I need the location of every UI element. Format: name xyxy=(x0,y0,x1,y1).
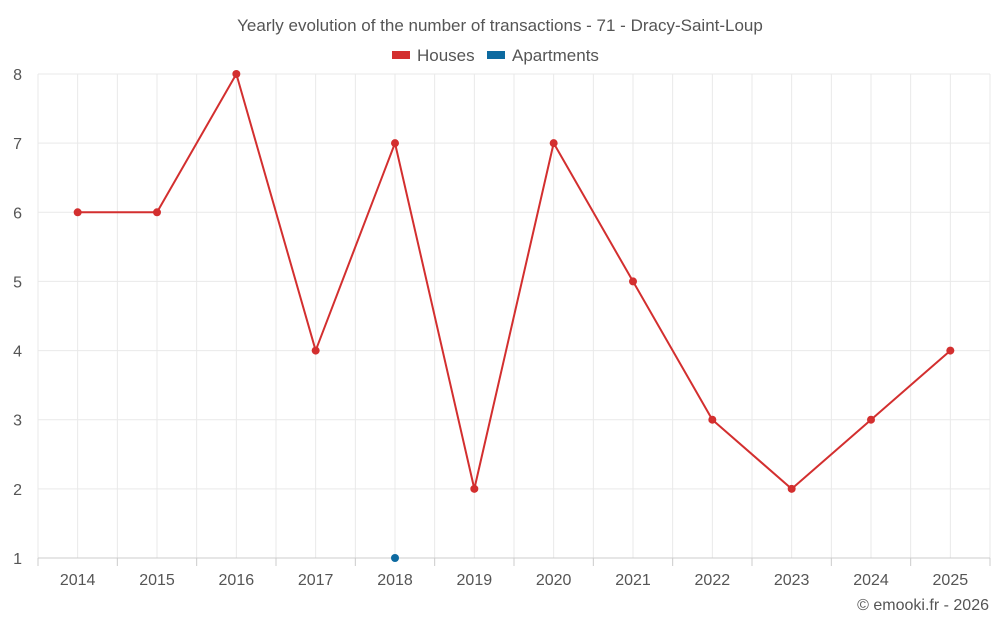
data-point-houses[interactable]: 2015: 6 xyxy=(153,208,161,217)
credit-text: © emooki.fr - 2026 xyxy=(857,597,989,614)
x-tick-label: 2016 xyxy=(219,572,255,589)
data-point-houses[interactable]: 2016: 8 xyxy=(232,70,241,78)
legend-label-houses: Houses xyxy=(417,46,475,65)
data-point-houses[interactable]: 2014: 6 xyxy=(73,208,82,217)
data-point-houses[interactable]: 2021: 5 xyxy=(629,277,637,286)
x-tick-label: 2022 xyxy=(695,572,731,589)
x-tick-label: 2015 xyxy=(139,572,175,589)
data-point-houses[interactable]: 2022: 3 xyxy=(708,415,717,424)
legend: Houses Apartments xyxy=(392,46,599,65)
x-tick-label: 2025 xyxy=(933,572,969,589)
data-point-houses[interactable]: 2020: 7 xyxy=(549,139,558,148)
x-tick-label: 2021 xyxy=(615,572,651,589)
legend-item-apartments[interactable]: Apartments xyxy=(487,46,599,65)
axes: 1 2 3 4 5 6 7 8 2014 2015 2016 2017 2018 2019 2020 2021… xyxy=(13,67,991,589)
data-point-houses[interactable]: 2017: 4 xyxy=(311,346,320,355)
x-tick-label: 2018 xyxy=(377,572,413,589)
data-point-apartments[interactable]: 2018: 1 xyxy=(391,554,399,562)
chart-title: Yearly evolution of the number of transa… xyxy=(237,16,763,35)
y-tick-label: 8 xyxy=(13,67,22,84)
legend-swatch-apartments xyxy=(487,51,505,59)
x-tick-label: 2020 xyxy=(536,572,572,589)
y-tick-label: 5 xyxy=(13,274,22,291)
data-point-houses[interactable]: 2018: 7 xyxy=(391,139,399,148)
x-tick-label: 2023 xyxy=(774,572,810,589)
legend-swatch-houses xyxy=(392,51,410,59)
y-tick-label: 3 xyxy=(13,413,22,430)
legend-label-apartments: Apartments xyxy=(512,46,599,65)
y-tick-label: 6 xyxy=(13,205,22,222)
data-point-houses[interactable]: 2019: 2 xyxy=(470,484,479,493)
x-tick-label: 2019 xyxy=(457,572,493,589)
x-tick-label: 2017 xyxy=(298,572,334,589)
x-tick-label: 2024 xyxy=(853,572,889,589)
data-point-houses[interactable]: 2023: 2 xyxy=(787,484,796,493)
data-point-houses[interactable]: 2024: 3 xyxy=(867,415,875,424)
legend-item-houses[interactable]: Houses xyxy=(392,46,475,65)
series: 2014: 6 2015: 6 2016: 8 2017: 4 2018: 7 2019:… xyxy=(73,70,955,562)
y-tick-label: 1 xyxy=(13,551,22,568)
x-tick-label: 2014 xyxy=(60,572,96,589)
y-tick-label: 2 xyxy=(13,482,22,499)
y-tick-label: 7 xyxy=(13,136,22,153)
data-point-houses[interactable]: 2025: 4 xyxy=(946,346,955,355)
series-line-houses xyxy=(77,73,951,490)
y-tick-label: 4 xyxy=(13,344,22,361)
